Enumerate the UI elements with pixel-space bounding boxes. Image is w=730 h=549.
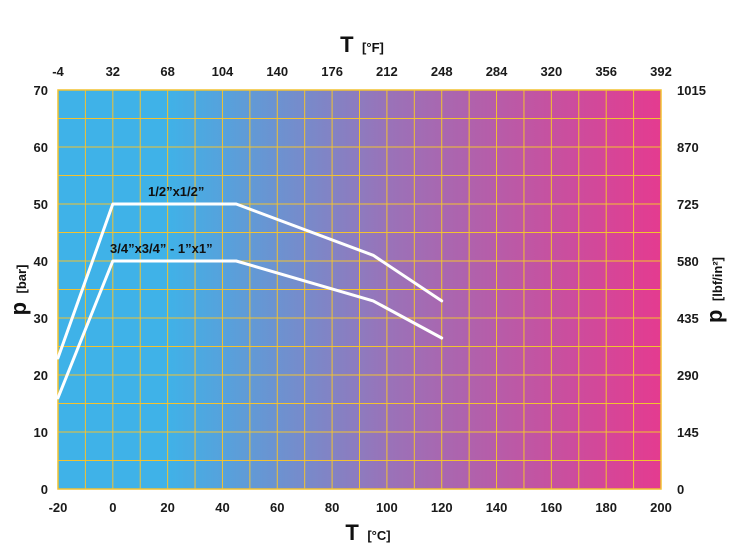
right-axis-title: p [lbf/in²] (702, 257, 727, 323)
fahrenheit-tick-label: -4 (52, 64, 64, 79)
bar-tick-label: 10 (34, 425, 48, 440)
series-label-three-quarter-one-inch: 3/4”x3/4” - 1”x1” (110, 241, 213, 256)
series-label-half-inch: 1/2”x1/2” (148, 184, 204, 199)
top-axis-symbol: T (340, 32, 354, 57)
psi-tick-label: 1015 (677, 83, 706, 98)
psi-tick-label: 725 (677, 197, 699, 212)
plot-frame (57, 89, 662, 490)
bar-tick-label: 0 (41, 482, 48, 497)
celsius-tick-label: 40 (215, 500, 229, 515)
fahrenheit-tick-label: 104 (212, 64, 234, 79)
top-axis-unit: [°F] (362, 40, 384, 55)
fahrenheit-tick-label: 284 (486, 64, 508, 79)
left-axis-ticks: 0 10 20 30 40 50 60 70 (34, 83, 48, 497)
fahrenheit-tick-label: 392 (650, 64, 672, 79)
left-axis-unit: [bar] (14, 265, 29, 294)
bar-tick-label: 50 (34, 197, 48, 212)
psi-tick-label: 435 (677, 311, 699, 326)
bottom-axis-title: T [°C] (345, 520, 390, 545)
bar-tick-label: 70 (34, 83, 48, 98)
series-lines (56, 202, 444, 400)
celsius-tick-label: 20 (160, 500, 174, 515)
fahrenheit-tick-label: 140 (266, 64, 288, 79)
psi-tick-label: 290 (677, 368, 699, 383)
bar-tick-label: 30 (34, 311, 48, 326)
right-axis-ticks: 0 145 290 435 580 725 870 1015 (677, 83, 706, 497)
celsius-tick-label: 200 (650, 500, 672, 515)
fahrenheit-tick-label: 68 (160, 64, 174, 79)
celsius-tick-label: 80 (325, 500, 339, 515)
celsius-tick-label: 140 (486, 500, 508, 515)
celsius-tick-label: 100 (376, 500, 398, 515)
top-axis-title: T [°F] (340, 32, 384, 57)
celsius-tick-label: 120 (431, 500, 453, 515)
bar-tick-label: 40 (34, 254, 48, 269)
fahrenheit-tick-label: 176 (321, 64, 343, 79)
right-axis-symbol: p (702, 310, 727, 323)
bar-tick-label: 20 (34, 368, 48, 383)
fahrenheit-tick-label: 320 (541, 64, 563, 79)
bottom-axis-unit: [°C] (367, 528, 390, 543)
fahrenheit-tick-label: 248 (431, 64, 453, 79)
top-axis-ticks: -4 32 68 104 140 176 212 248 284 320 356 392 (52, 64, 672, 79)
bottom-axis-symbol: T (345, 520, 359, 545)
fahrenheit-tick-label: 356 (595, 64, 617, 79)
fahrenheit-tick-label: 212 (376, 64, 398, 79)
psi-tick-label: 145 (677, 425, 699, 440)
series-line-0 (56, 202, 444, 360)
celsius-tick-label: -20 (49, 500, 68, 515)
left-axis-symbol: p (6, 302, 31, 315)
psi-tick-label: 870 (677, 140, 699, 155)
psi-tick-label: 580 (677, 254, 699, 269)
celsius-tick-label: 60 (270, 500, 284, 515)
bar-tick-label: 60 (34, 140, 48, 155)
celsius-tick-label: 160 (541, 500, 563, 515)
right-axis-unit: [lbf/in²] (710, 257, 725, 301)
fahrenheit-tick-label: 32 (106, 64, 120, 79)
celsius-tick-label: 180 (595, 500, 617, 515)
celsius-tick-label: 0 (109, 500, 116, 515)
left-axis-title: p [bar] (6, 265, 31, 316)
series-line-1 (56, 259, 444, 400)
psi-tick-label: 0 (677, 482, 684, 497)
bottom-axis-ticks: -20 0 20 40 60 80 100 120 140 160 180 200 (49, 500, 672, 515)
